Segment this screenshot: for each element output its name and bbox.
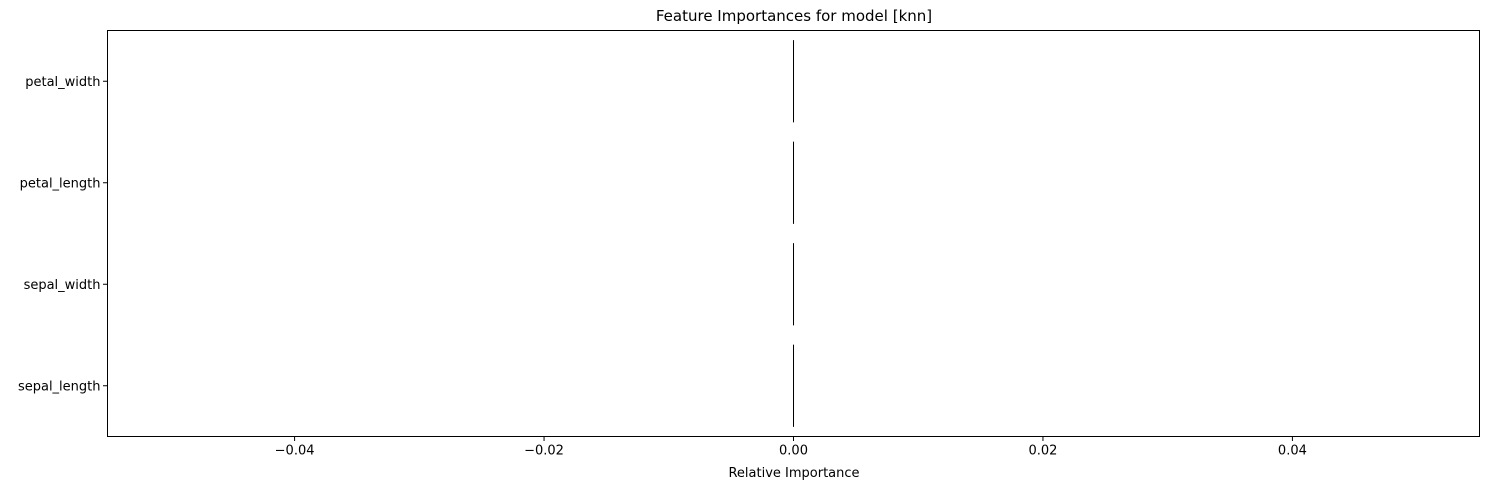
x-tick-label: −0.02 (524, 444, 564, 459)
x-tick-label: 0.02 (1028, 444, 1057, 459)
x-tick-label: −0.04 (275, 444, 315, 459)
y-axis: sepal_length sepal_width petal_length petal… (18, 75, 108, 394)
chart-title: Feature Importances for model [knn] (656, 7, 932, 25)
y-tick-label: sepal_width (24, 278, 101, 293)
y-tick-label: sepal_length (18, 379, 101, 394)
x-tick-label: 0.04 (1278, 444, 1307, 459)
x-tick-label: 0.00 (779, 444, 808, 459)
x-axis-label: Relative Importance (728, 466, 859, 481)
y-tick-label: petal_length (20, 176, 101, 191)
y-tick-label: petal_width (25, 75, 100, 90)
x-axis: −0.04 −0.02 0.00 0.02 0.04 (275, 436, 1307, 459)
